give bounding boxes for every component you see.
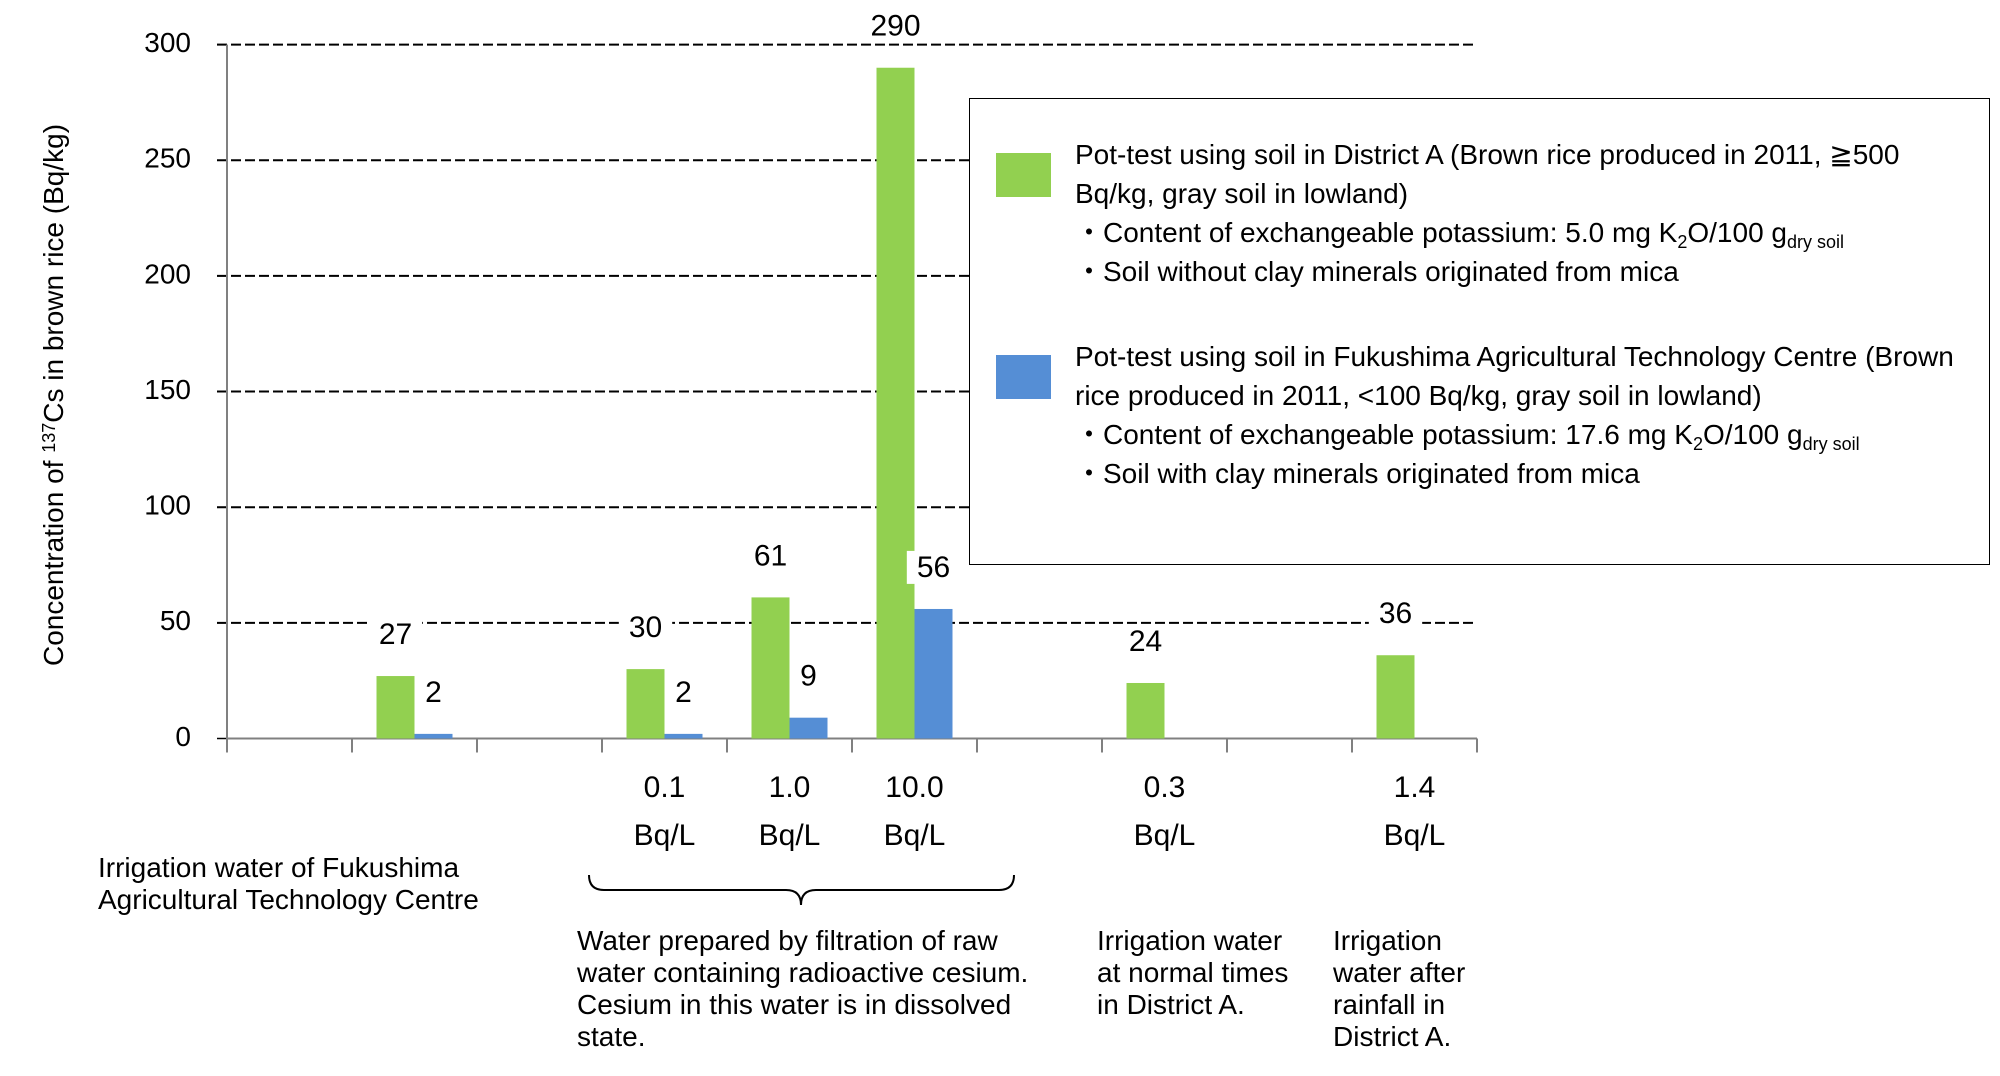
value-label-bg: [790, 659, 827, 693]
value-label-bg: [743, 539, 798, 573]
value-label: 2: [425, 676, 442, 709]
y-axis-label: Concentration of 137Cs in brown rice (Bq…: [38, 124, 70, 666]
bar: [1126, 682, 1165, 739]
legend-note: ・Content of exchangeable potassium: 5.0 …: [1075, 213, 1965, 252]
legend-label: Pot-test using soil in Fukushima Agricul…: [1075, 341, 1954, 411]
legend-note-part: ・Soil with clay minerals originated from…: [1075, 458, 1640, 489]
group-label: Irrigation water after rainfall in Distr…: [1333, 925, 1466, 1052]
group-label: Water prepared by filtration of raw wate…: [577, 925, 1029, 1052]
legend: Pot-test using soil in District A (Brown…: [969, 98, 1990, 565]
y-axis-label-part: Cs in brown rice (Bq/kg): [38, 123, 69, 423]
value-label: 24: [1129, 625, 1162, 658]
bar: [751, 597, 790, 739]
x-tick-label: 0.1 Bq/L: [633, 771, 696, 852]
legend-note-part: ・Soil without clay minerals originated f…: [1075, 256, 1679, 287]
value-label-bg: [860, 9, 931, 43]
bar: [414, 733, 453, 739]
legend-entry: Pot-test using soil in Fukushima Agricul…: [1075, 337, 1965, 493]
value-label: 9: [800, 660, 817, 693]
group-brace: [588, 874, 1015, 906]
value-label-bg: [1368, 597, 1423, 631]
legend-swatch: [996, 355, 1051, 399]
legend-note-part: ・Content of exchangeable potassium: 5.0 …: [1075, 217, 1678, 248]
value-label-bg: [665, 675, 702, 709]
bar: [376, 676, 415, 739]
bar: [876, 67, 915, 739]
value-label: 30: [629, 611, 662, 644]
y-tick-label: 100: [144, 490, 191, 521]
value-label-bg: [618, 611, 673, 645]
bar: [789, 717, 828, 739]
y-tick-label: 250: [144, 143, 191, 174]
legend-note-part: O/100 g: [1687, 217, 1788, 248]
y-tick-label: 200: [144, 258, 191, 289]
x-tick-label: 1.0 Bq/L: [758, 771, 821, 852]
x-tick-label: 10.0 Bq/L: [883, 771, 946, 852]
legend-label: Pot-test using soil in District A (Brown…: [1075, 139, 1900, 209]
value-label: 36: [1379, 597, 1412, 630]
legend-note: ・Soil with clay minerals originated from…: [1075, 454, 1965, 493]
legend-note-part: O/100 g: [1702, 419, 1803, 450]
y-tick-label: 50: [160, 605, 191, 636]
bar: [1376, 655, 1415, 739]
group-label: Irrigation water at normal times in Dist…: [1097, 925, 1289, 1020]
y-tick-label: 150: [144, 374, 191, 405]
value-label-bg: [415, 675, 452, 709]
legend-note-part: dry soil: [1787, 232, 1845, 252]
y-axis-label-part: 137: [39, 422, 59, 453]
value-label-bg: [906, 550, 961, 584]
legend-note-part: 2: [1677, 232, 1688, 252]
bar: [664, 733, 703, 739]
bar: [626, 669, 665, 739]
legend-note: ・Soil without clay minerals originated f…: [1075, 252, 1965, 291]
value-label: 290: [870, 10, 920, 43]
value-label-bg: [368, 617, 423, 651]
value-label: 2: [675, 676, 692, 709]
legend-entry: Pot-test using soil in District A (Brown…: [1075, 135, 1965, 291]
y-axis-label-part: Concentration of: [38, 452, 69, 667]
x-tick-label: 1.4 Bq/L: [1383, 771, 1446, 852]
x-tick-label: 0.3 Bq/L: [1133, 771, 1196, 852]
y-tick-label: 0: [175, 721, 191, 752]
legend-swatch: [996, 153, 1051, 197]
value-label: 27: [379, 618, 412, 651]
legend-note-part: dry soil: [1802, 434, 1860, 454]
value-label: 56: [917, 551, 950, 584]
legend-note-part: ・Content of exchangeable potassium: 17.6…: [1075, 419, 1693, 450]
bar: [914, 608, 953, 739]
value-label: 61: [754, 539, 787, 572]
y-tick-label: 300: [144, 27, 191, 58]
legend-note: ・Content of exchangeable potassium: 17.6…: [1075, 415, 1965, 454]
group-label: Irrigation water of Fukushima Agricultur…: [98, 852, 479, 915]
legend-note-part: 2: [1692, 434, 1703, 454]
value-label-bg: [1118, 624, 1173, 658]
